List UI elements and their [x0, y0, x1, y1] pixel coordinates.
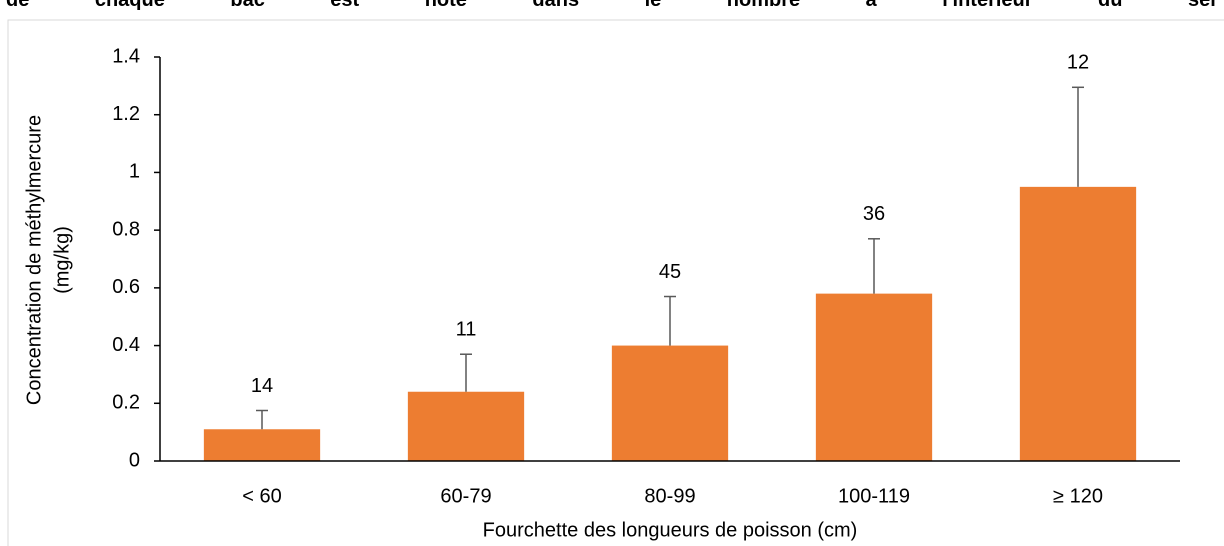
sample-size-label: 12: [1067, 52, 1089, 74]
bar: [203, 429, 321, 461]
y-tick-label: 0: [129, 449, 140, 471]
caption: de chaque bac est noté dans le nombre à …: [6, 0, 1218, 11]
error-bar: [868, 238, 880, 294]
y-axis-title: (mg/kg): [51, 226, 73, 294]
sample-size-label: 14: [251, 375, 273, 397]
y-tick-label: 1.4: [112, 45, 140, 67]
y-tick-label: 1: [129, 161, 140, 183]
bar: [407, 391, 525, 461]
bar: [611, 345, 729, 461]
sample-size-label: 45: [659, 261, 681, 283]
y-tick-label: 0.4: [112, 334, 140, 356]
bar: [815, 293, 933, 461]
y-tick-label: 0.8: [112, 218, 140, 240]
y-tick-label: 0.2: [112, 392, 140, 414]
error-bar: [664, 295, 676, 346]
x-axis-title: Fourchette des longueurs de poisson (cm): [483, 519, 858, 541]
x-tick-label: 80-99: [644, 485, 695, 507]
error-bar: [1072, 86, 1084, 187]
x-tick-label: ≥ 120: [1053, 485, 1103, 507]
sample-size-label: 11: [456, 319, 477, 341]
bar: [1019, 186, 1137, 461]
y-tick-label: 0.6: [112, 276, 140, 298]
x-tick-label: 60-79: [440, 485, 491, 507]
error-bar: [460, 353, 472, 392]
x-tick-label: 100-119: [838, 485, 910, 507]
y-tick-label: 1.2: [112, 103, 140, 125]
chart-frame: [7, 19, 1224, 546]
error-bar: [256, 409, 268, 430]
x-tick-label: < 60: [242, 485, 281, 507]
y-axis-title: Concentration de méthylmercure: [23, 115, 45, 405]
sample-size-label: 36: [863, 203, 885, 225]
